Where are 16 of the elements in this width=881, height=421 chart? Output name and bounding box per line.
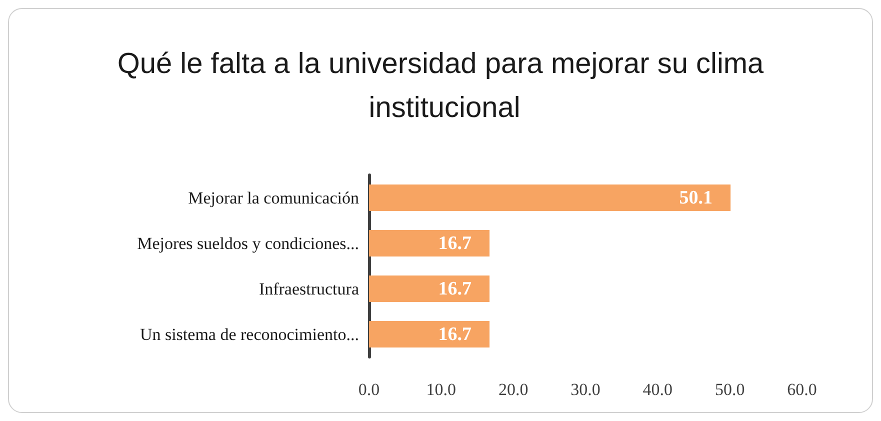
- data-label: 16.7: [438, 232, 472, 254]
- y-tick-label: Un sistema de reconocimiento...: [140, 324, 359, 344]
- y-tick-label: Infraestructura: [258, 279, 360, 298]
- x-tick-label: 0.0: [358, 380, 380, 399]
- x-tick-label: 30.0: [570, 380, 600, 399]
- chart-title: Qué le falta a la universidad para mejorar su clima institucional: [117, 48, 765, 124]
- x-tick-label: 50.0: [714, 380, 745, 399]
- y-tick-label: Mejores sueldos y condiciones...: [137, 234, 359, 253]
- data-label: 16.7: [438, 324, 472, 345]
- x-tick-label: 10.0: [426, 380, 456, 399]
- data-label: 16.7: [438, 278, 472, 300]
- y-tick-label: Mejorar la comunicación: [188, 188, 360, 208]
- data-label: 50.1: [679, 187, 713, 208]
- x-tick-label: 40.0: [642, 380, 673, 399]
- x-tick-label: 20.0: [498, 380, 528, 399]
- x-tick-label: 60.0: [787, 380, 817, 399]
